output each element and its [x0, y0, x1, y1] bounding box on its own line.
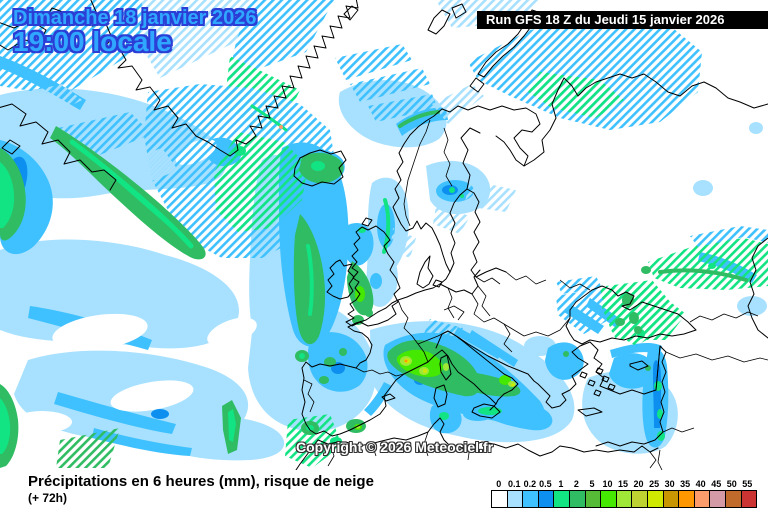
legend-labels: 0 0.1 0.2 0.5 1 2 5 10 15 20 25 30 35 40 45 50 55: [491, 479, 755, 489]
legend-swatch: [725, 491, 742, 507]
map-canvas: [0, 0, 768, 470]
snow-hatch-layer: [0, 0, 768, 468]
legend-label: 0: [496, 479, 502, 489]
legend-swatch: [632, 491, 648, 507]
legend-swatch: [601, 491, 617, 507]
legend-label: 25: [649, 479, 660, 489]
valid-date-label: Dimanche 18 janvier 2026: [13, 7, 257, 29]
legend-swatch: [710, 491, 726, 507]
map-caption: Précipitations en 6 heures (mm), risque …: [28, 473, 374, 490]
legend-label: 15: [618, 479, 629, 489]
legend-swatch: [616, 491, 633, 507]
precip-green-layer: [0, 104, 748, 468]
legend-label: 0.2: [523, 479, 537, 489]
valid-time-label: 19:00 locale: [13, 26, 172, 58]
precip-intense-layer: [279, 125, 516, 429]
valid-date-overlay: Dimanche 18 janvier 2026 19:00 locale: [13, 8, 256, 57]
forecast-hour-label: (+ 72h): [28, 491, 68, 505]
legend-swatch: [647, 491, 664, 507]
legend-label: 35: [680, 479, 691, 489]
model-run-banner: Run GFS 18 Z du Jeudi 15 janvier 2026: [477, 11, 768, 29]
legend-label: 30: [664, 479, 675, 489]
legend-swatch: [663, 491, 680, 507]
legend-swatch: [585, 491, 602, 507]
legend-swatch: [554, 491, 570, 507]
legend-label: 5: [589, 479, 595, 489]
legend-label: 10: [602, 479, 613, 489]
legend-swatch: [538, 491, 555, 507]
legend-label: 40: [695, 479, 706, 489]
legend-swatch: [679, 491, 695, 507]
legend-label: 0.1: [508, 479, 521, 489]
legend-swatch: [741, 491, 757, 507]
legend-label: 1: [558, 479, 564, 489]
precipitation-legend: 0 0.1 0.2 0.5 1 2 5 10 15 20 25 30 35 40 45 50 55: [491, 479, 757, 508]
legend-swatch: [507, 491, 524, 507]
legend-label: 45: [711, 479, 722, 489]
legend-swatch: [523, 491, 539, 507]
legend-swatch: [492, 491, 508, 507]
legend-label: 50: [726, 479, 737, 489]
legend-label: 0.5: [539, 479, 552, 489]
copyright-watermark: Copyright © 2026 Meteociel.fr: [296, 439, 494, 455]
legend-swatch: [569, 491, 586, 507]
legend-label: 55: [742, 479, 753, 489]
europe-precipitation-map: Dimanche 18 janvier 2026 19:00 locale Ru…: [0, 0, 768, 470]
borders-layer: [303, 119, 768, 470]
legend-label: 20: [633, 479, 644, 489]
legend-label: 2: [573, 479, 579, 489]
legend-swatches: [491, 490, 757, 508]
legend-swatch: [694, 491, 711, 507]
caption-bar: Précipitations en 6 heures (mm), risque …: [0, 470, 768, 512]
